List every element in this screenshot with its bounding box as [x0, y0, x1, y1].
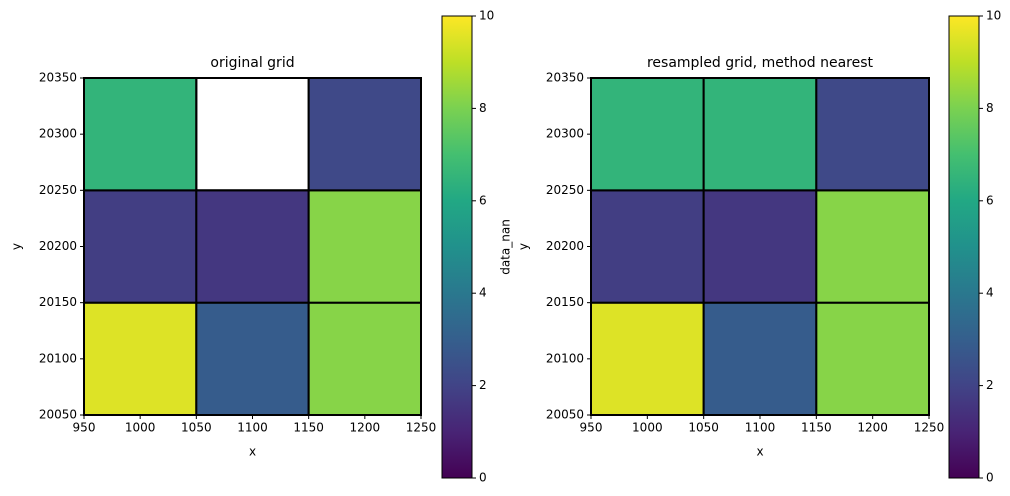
y-tick-label: 20250 — [546, 183, 584, 197]
empty-cell — [195, 77, 310, 192]
y-tick-label: 20100 — [546, 351, 584, 365]
x-tick-label: 1200 — [857, 421, 888, 435]
cell — [307, 77, 422, 192]
x-tick-label: 950 — [580, 421, 603, 435]
x-tick-label: 950 — [73, 421, 96, 435]
colorbar-tick-label: 4 — [479, 286, 487, 300]
y-tick-label: 20150 — [39, 295, 77, 309]
colorbar — [948, 15, 980, 479]
colorbar-tick-label: 2 — [986, 378, 994, 392]
cell — [815, 301, 930, 416]
colorbar-tick-label: 4 — [986, 286, 994, 300]
colorbar-tick-label: 0 — [479, 471, 487, 485]
cell — [307, 189, 422, 304]
colorbar-tick-label: 8 — [479, 101, 487, 115]
x-tick-label: 1150 — [801, 421, 832, 435]
cell — [83, 77, 198, 192]
cell — [702, 77, 818, 192]
colorbar-label: data_nan — [499, 219, 513, 275]
colorbar — [441, 15, 473, 479]
colorbar-tick-label: 6 — [986, 193, 994, 207]
x-axis-label: x — [756, 445, 763, 459]
y-tick-label: 20050 — [39, 408, 77, 422]
cell — [195, 189, 310, 304]
y-tick-label: 20050 — [546, 408, 584, 422]
cell — [83, 301, 198, 416]
colorbar-tick-label: 10 — [986, 9, 1001, 23]
cell — [590, 189, 705, 304]
y-tick-label: 20100 — [39, 351, 77, 365]
x-tick-label: 1150 — [293, 421, 324, 435]
x-tick-label: 1000 — [632, 421, 663, 435]
cell — [590, 77, 705, 192]
y-tick-label: 20250 — [39, 183, 77, 197]
colorbar-tick-label: 0 — [986, 471, 994, 485]
x-tick-label: 1200 — [350, 421, 381, 435]
colorbar-tick-label: 2 — [479, 378, 487, 392]
cell — [195, 301, 310, 416]
y-tick-label: 20200 — [39, 239, 77, 253]
colorbar-tick-label: 8 — [986, 101, 994, 115]
x-tick-label: 1050 — [688, 421, 719, 435]
x-tick-label: 1000 — [125, 421, 156, 435]
x-tick-label: 1250 — [914, 421, 945, 435]
y-axis-label: y — [517, 243, 531, 250]
x-tick-label: 1250 — [406, 421, 437, 435]
x-tick-label: 1100 — [745, 421, 776, 435]
y-tick-label: 20300 — [546, 127, 584, 141]
x-tick-label: 1050 — [181, 421, 212, 435]
x-axis-label: x — [249, 445, 256, 459]
colorbar-tick-label: 10 — [479, 9, 494, 23]
y-tick-label: 20150 — [546, 295, 584, 309]
y-axis-label: y — [10, 243, 24, 250]
cell — [702, 189, 818, 304]
cell — [83, 189, 198, 304]
x-tick-label: 1100 — [237, 421, 268, 435]
y-tick-label: 20300 — [39, 127, 77, 141]
colorbar-tick-label: 6 — [479, 193, 487, 207]
cell — [590, 301, 705, 416]
cell — [307, 301, 422, 416]
chart-title: original grid — [210, 55, 294, 71]
cell — [702, 301, 818, 416]
cell — [815, 189, 930, 304]
chart-title: resampled grid, method nearest — [647, 55, 874, 71]
y-tick-label: 20350 — [39, 71, 77, 85]
cell — [815, 77, 930, 192]
y-tick-label: 20200 — [546, 239, 584, 253]
y-tick-label: 20350 — [546, 71, 584, 85]
